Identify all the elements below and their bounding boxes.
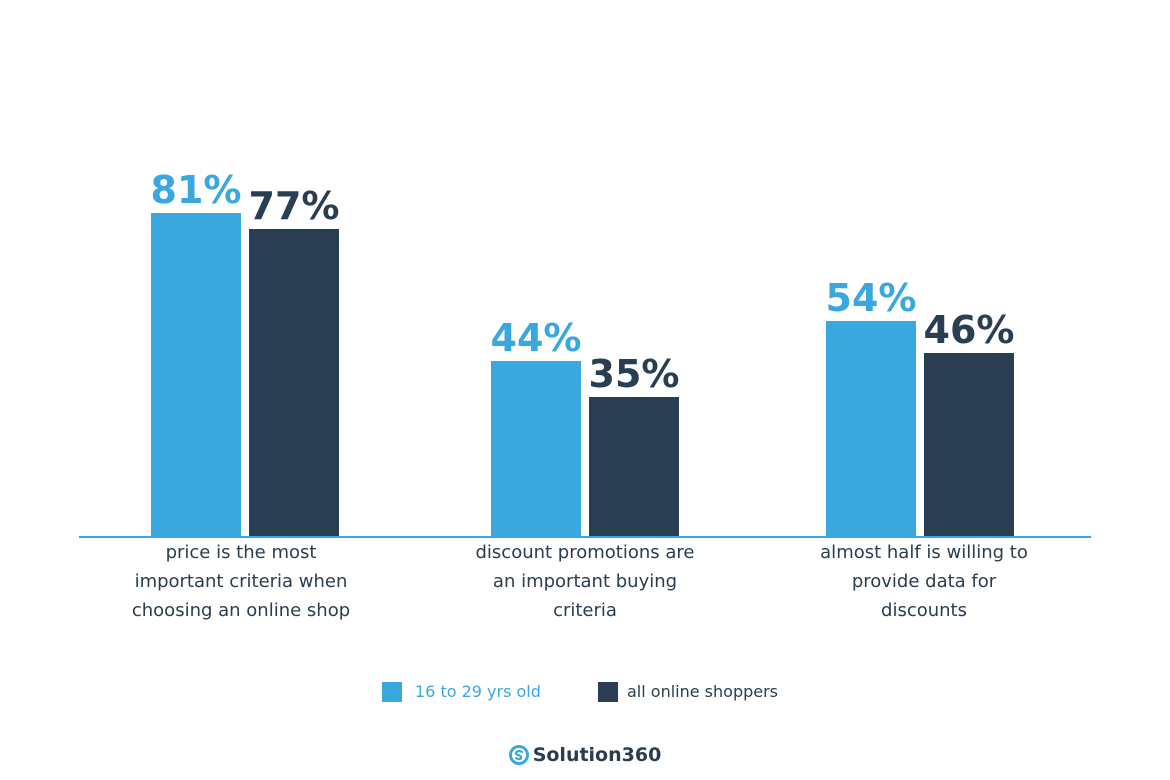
category-label-line: criteria — [553, 600, 617, 621]
brand-name: Solution360 — [532, 744, 662, 766]
value-labels-group: 81% 44% 54% 77% 35% 46% — [151, 168, 1015, 396]
brand-footer: Solution360 — [0, 741, 1170, 773]
category-label-line: discount promotions are — [475, 542, 695, 563]
category-label-line: discounts — [881, 600, 967, 621]
bar-discount-young — [491, 361, 581, 537]
category-label-line: an important buying — [492, 571, 678, 592]
value-label-data-all: 46% — [924, 308, 1015, 352]
value-label-discount-young: 44% — [491, 316, 582, 360]
value-label-data-young: 54% — [826, 276, 917, 320]
value-label-price-young: 81% — [151, 168, 242, 212]
bars-group — [151, 213, 1014, 537]
legend-swatch-all — [598, 682, 618, 702]
bar-data-young — [826, 321, 916, 537]
bar-price-all — [249, 229, 339, 537]
bar-price-young — [151, 213, 241, 537]
solution360-logo-icon — [508, 745, 529, 765]
legend-label-all: all online shoppers — [627, 682, 779, 701]
category-label-price: price is the most important criteria whe… — [111, 538, 371, 625]
category-label-line: almost half is willing to — [820, 542, 1028, 563]
bar-discount-all — [589, 397, 679, 537]
category-label-line: price is the most — [165, 542, 317, 563]
bar-data-all — [924, 353, 1014, 537]
legend-swatch-young — [382, 682, 402, 702]
legend-label-young: 16 to 29 yrs old — [415, 682, 541, 701]
value-label-price-all: 77% — [249, 184, 340, 228]
category-label-line: choosing an online shop — [131, 600, 351, 621]
category-label-line: provide data for — [851, 571, 997, 592]
category-label-discount: discount promotions are an important buy… — [455, 538, 715, 625]
category-label-data: almost half is willing to provide data f… — [794, 538, 1054, 625]
category-label-line: important criteria when — [134, 571, 348, 592]
value-label-discount-all: 35% — [589, 352, 680, 396]
